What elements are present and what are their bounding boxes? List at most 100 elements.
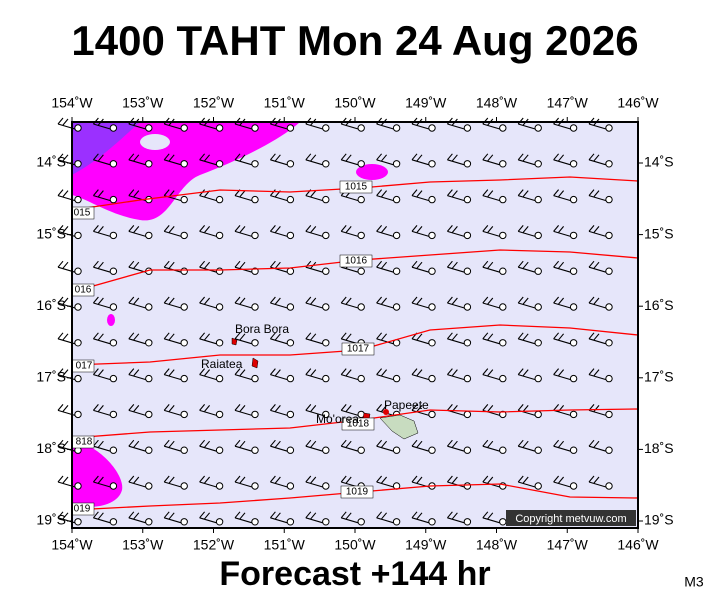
wind-barb — [163, 296, 182, 309]
isobar-label: 1015 — [345, 182, 368, 193]
wind-station — [463, 446, 472, 454]
wind-barb — [163, 404, 182, 416]
wind-barb — [376, 260, 394, 273]
isobar-label-box — [341, 417, 375, 431]
wind-station — [180, 518, 188, 526]
lon-tick-label: 147˚W — [547, 537, 589, 553]
wind-station — [251, 482, 259, 490]
wind-station — [428, 267, 436, 275]
wind-station — [145, 303, 153, 311]
wind-station — [463, 339, 472, 347]
wind-station — [215, 446, 224, 454]
wind-barb — [411, 153, 430, 166]
wind-barb — [92, 511, 111, 524]
wind-station — [180, 231, 188, 240]
wind-station — [534, 160, 542, 168]
wind-station — [499, 195, 507, 204]
wind-station — [357, 160, 365, 168]
wind-station — [286, 160, 295, 168]
isobar-label: 015 — [74, 208, 91, 219]
rain-area — [72, 440, 123, 507]
wind-station — [534, 482, 542, 490]
wind-station — [180, 339, 188, 347]
wind-barb — [411, 404, 430, 416]
isobar-label-box — [339, 254, 373, 268]
wind-barb — [588, 439, 607, 452]
wind-station — [605, 339, 613, 347]
wind-barb — [199, 439, 217, 452]
wind-barb — [517, 475, 536, 488]
wind-station — [428, 231, 436, 240]
wind-barb — [92, 368, 111, 381]
wind-station — [286, 518, 295, 526]
lat-tick-label: 17˚S — [644, 369, 674, 385]
wind-station — [605, 482, 613, 490]
wind-station — [180, 374, 188, 383]
wind-station — [74, 231, 82, 240]
wind-barb — [92, 404, 111, 416]
wind-station — [392, 231, 401, 240]
wind-barb — [588, 260, 607, 273]
wind-barb — [482, 153, 500, 166]
wind-station — [534, 195, 542, 204]
lon-tick-label: 149˚W — [405, 537, 447, 553]
wind-station — [569, 231, 578, 240]
isobar-label: 818 — [76, 437, 93, 448]
wind-station — [392, 160, 401, 168]
lat-tick-label: 14˚S — [644, 154, 674, 170]
isobar-label: 1019 — [346, 487, 369, 498]
wind-station — [463, 410, 472, 419]
wind-station — [569, 374, 578, 383]
wind-barb — [92, 332, 111, 345]
wind-station — [322, 160, 330, 168]
rain-area — [356, 164, 388, 180]
footer: Forecast +144 hr — [219, 555, 490, 593]
wind-station — [74, 482, 82, 490]
wind-station — [534, 303, 542, 311]
wind-station — [109, 374, 118, 383]
wind-station — [251, 160, 259, 168]
wind-station — [463, 231, 472, 240]
wind-station — [109, 231, 118, 240]
wind-barb — [411, 189, 430, 202]
wind-station — [463, 482, 472, 490]
wind-station — [605, 160, 613, 168]
isobar-label-box — [341, 342, 375, 356]
wind-barb — [199, 332, 217, 345]
lon-tick-label: 150˚W — [334, 95, 376, 111]
wind-station — [286, 410, 295, 419]
wind-barb — [340, 511, 359, 524]
wind-barb — [234, 475, 253, 488]
wind-station — [74, 124, 82, 132]
wind-barb — [376, 332, 394, 345]
wind-station — [569, 195, 578, 204]
wind-station — [145, 410, 153, 419]
wind-barb — [482, 296, 500, 309]
wind-station — [605, 410, 613, 419]
city — [383, 409, 389, 415]
wind-barb — [340, 153, 359, 166]
wind-barb — [269, 332, 288, 345]
isobar-label: 017 — [76, 361, 93, 372]
wind-barb — [482, 511, 500, 524]
wind-barb — [128, 153, 146, 166]
wind-barb — [163, 225, 182, 237]
wind-station — [499, 124, 507, 132]
wind-station — [499, 267, 507, 275]
lat-tick-label: 18˚S — [644, 440, 674, 456]
wind-station — [357, 446, 365, 454]
wind-barb — [376, 511, 394, 524]
wind-barb — [305, 153, 323, 166]
model-label: M3 — [684, 574, 704, 590]
wind-barb — [199, 404, 217, 416]
wind-station — [251, 446, 259, 454]
wind-station — [180, 195, 188, 204]
wind-station — [286, 303, 295, 311]
wind-barb — [199, 296, 217, 309]
wind-station — [428, 339, 436, 347]
wind-station — [180, 482, 188, 490]
wind-station — [463, 374, 472, 383]
wind-station — [180, 160, 188, 168]
place-label: Papeete — [384, 398, 429, 412]
